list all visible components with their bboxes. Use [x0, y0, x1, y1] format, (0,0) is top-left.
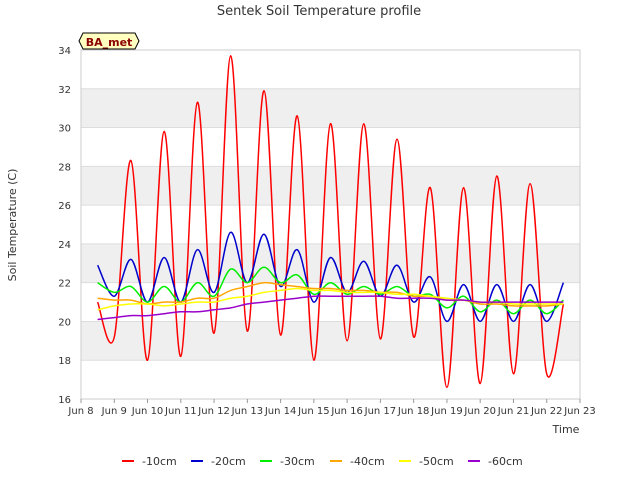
y-axis-label: Soil Temperature (C) — [6, 169, 19, 282]
x-tick-label: Jun 8 — [67, 406, 93, 417]
grid-band — [81, 321, 580, 361]
site-annotation: BA_met — [78, 32, 140, 50]
y-tick-label: 20 — [58, 317, 71, 328]
x-tick-label: Jun 22 — [530, 406, 563, 417]
y-tick-label: 16 — [58, 395, 71, 406]
y-tick-label: 22 — [58, 279, 71, 290]
x-tick-label: Jun 14 — [264, 406, 297, 417]
x-tick-label: Jun 12 — [197, 406, 230, 417]
x-tick-label: Jun 23 — [563, 406, 596, 417]
y-tick-label: 30 — [58, 124, 71, 135]
x-tick-label: Jun 15 — [297, 406, 330, 417]
x-tick-label: Jun 19 — [430, 406, 463, 417]
legend-label-30cm: -30cm — [280, 455, 315, 468]
annotation-box — [78, 32, 140, 50]
chart-title: Sentek Soil Temperature profile — [217, 4, 421, 19]
legend: -10cm -20cm -30cm -40cm -50cm -60cm — [122, 455, 523, 468]
y-tick-label: 32 — [58, 85, 71, 96]
x-tick-label: Jun 20 — [463, 406, 496, 417]
y-tick-label: 18 — [58, 356, 71, 367]
y-tick-label: 28 — [58, 162, 71, 173]
series-line-10cm — [96, 55, 565, 389]
series-line-60cm — [97, 295, 564, 321]
series-lines — [96, 55, 565, 389]
grid-band — [81, 166, 580, 206]
x-tick-label: Jun 18 — [397, 406, 430, 417]
y-tick-label: 26 — [58, 201, 71, 212]
x-tick-label: Jun 10 — [131, 406, 164, 417]
x-tick-label: Jun 11 — [164, 406, 197, 417]
y-tick-label: 24 — [58, 240, 71, 251]
y-tick-label: 34 — [58, 46, 71, 57]
x-axis-label: Time — [552, 423, 580, 436]
legend-label-50cm: -50cm — [419, 455, 454, 468]
x-tick-label: Jun 9 — [101, 406, 127, 417]
x-tick-label: Jun 21 — [497, 406, 530, 417]
grid-band — [81, 243, 580, 283]
legend-label-40cm: -40cm — [350, 455, 385, 468]
x-tick-label: Jun 17 — [364, 406, 397, 417]
annotation-label: BA_met — [86, 36, 133, 49]
series-line-40cm — [97, 281, 564, 307]
grid-lines — [80, 49, 581, 400]
plot-border — [80, 49, 581, 400]
x-tick-label: Jun 16 — [330, 406, 363, 417]
legend-label-20cm: -20cm — [211, 455, 246, 468]
legend-label-60cm: -60cm — [488, 455, 523, 468]
x-axis-ticks: Jun 8 Jun 9 Jun 10 Jun 11 Jun 12 Jun 13 Jun 14… — [67, 399, 596, 417]
y-axis-ticks: 16 18 20 22 24 26 28 30 32 34 — [58, 46, 71, 406]
plot-background — [81, 50, 580, 399]
x-tick-label: Jun 13 — [231, 406, 264, 417]
grid-band — [81, 88, 580, 128]
series-line-20cm — [96, 231, 565, 323]
legend-label-10cm: -10cm — [142, 455, 177, 468]
series-line-30cm — [97, 266, 564, 315]
